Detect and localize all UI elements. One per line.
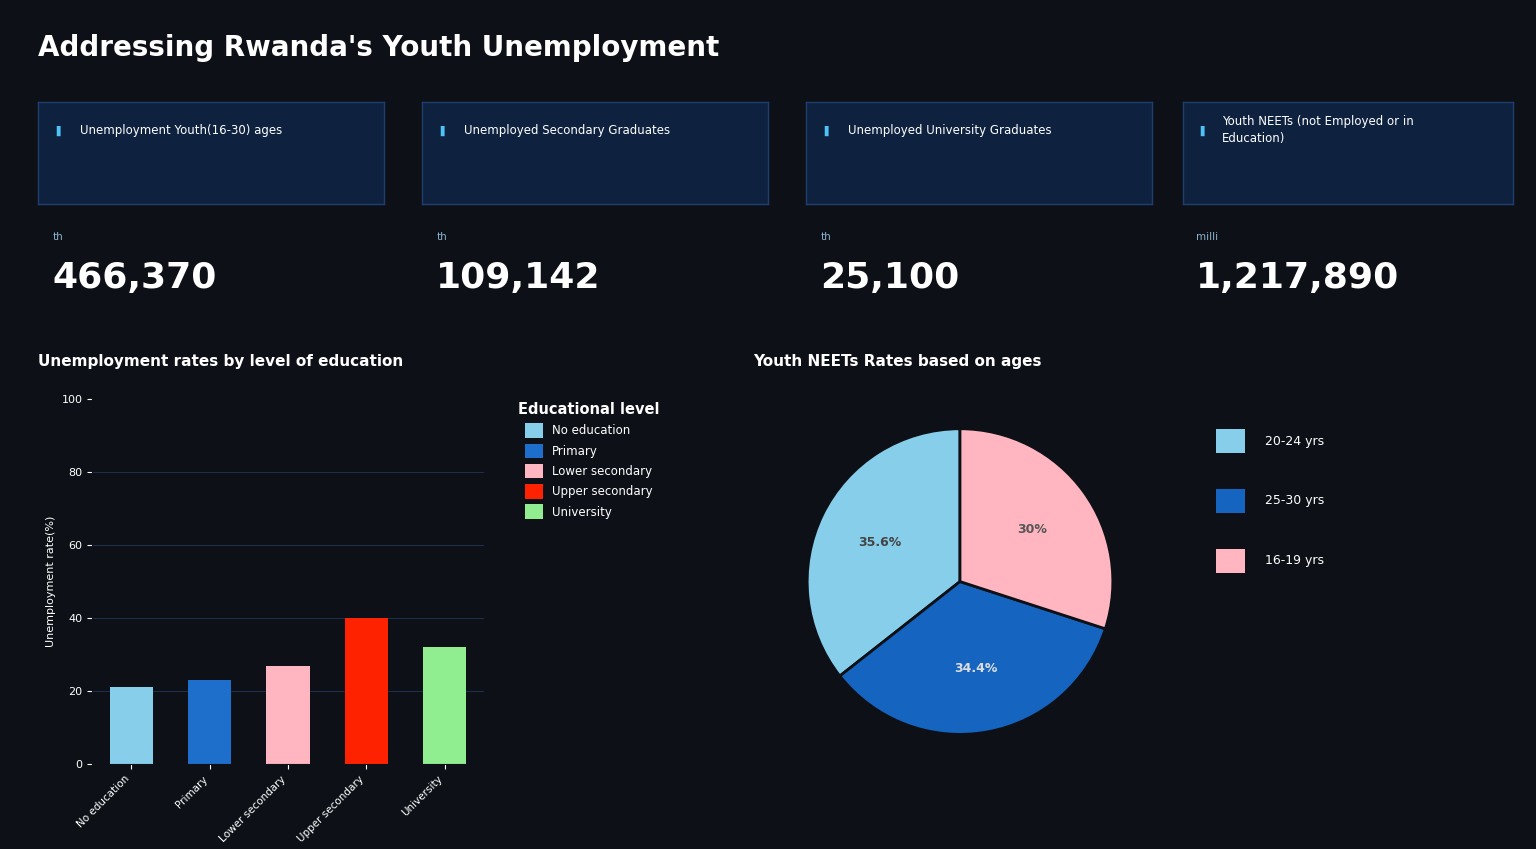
Text: ▐: ▐ — [52, 126, 60, 136]
Text: 1,217,890: 1,217,890 — [1197, 261, 1399, 295]
Text: th: th — [436, 232, 447, 242]
Wedge shape — [808, 429, 960, 676]
Text: 25-30 yrs: 25-30 yrs — [1264, 494, 1324, 508]
Text: ▐: ▐ — [1197, 126, 1203, 136]
Wedge shape — [840, 582, 1106, 734]
Text: ▐: ▐ — [820, 126, 828, 136]
Y-axis label: Unemployment rate(%): Unemployment rate(%) — [46, 516, 55, 647]
Text: 20-24 yrs: 20-24 yrs — [1264, 435, 1324, 447]
Text: 35.6%: 35.6% — [859, 537, 902, 549]
Text: Youth NEETs Rates based on ages: Youth NEETs Rates based on ages — [753, 354, 1041, 369]
Text: 34.4%: 34.4% — [954, 662, 997, 675]
Bar — [189, 680, 232, 764]
Legend: No education, Primary, Lower secondary, Upper secondary, University: No education, Primary, Lower secondary, … — [513, 397, 664, 524]
Bar — [344, 618, 387, 764]
Text: 16-19 yrs: 16-19 yrs — [1264, 554, 1324, 567]
Text: ▐: ▐ — [436, 126, 444, 136]
Text: 466,370: 466,370 — [52, 261, 217, 295]
Bar — [422, 647, 465, 764]
FancyBboxPatch shape — [1217, 489, 1244, 513]
Text: milli: milli — [1197, 232, 1218, 242]
Text: Unemployment rates by level of education: Unemployment rates by level of education — [38, 354, 404, 369]
Bar — [266, 666, 310, 764]
Text: Unemployed University Graduates: Unemployed University Graduates — [848, 124, 1052, 137]
Text: 30%: 30% — [1017, 523, 1046, 536]
Text: th: th — [820, 232, 831, 242]
Text: th: th — [52, 232, 63, 242]
FancyBboxPatch shape — [1217, 548, 1244, 573]
Text: 25,100: 25,100 — [820, 261, 960, 295]
Text: Unemployment Youth(16-30) ages: Unemployment Youth(16-30) ages — [80, 124, 283, 137]
Text: Addressing Rwanda's Youth Unemployment: Addressing Rwanda's Youth Unemployment — [38, 34, 720, 62]
Text: Unemployed Secondary Graduates: Unemployed Secondary Graduates — [464, 124, 670, 137]
Bar — [111, 688, 154, 764]
Wedge shape — [960, 429, 1112, 629]
FancyBboxPatch shape — [1217, 429, 1244, 453]
Text: Youth NEETs (not Employed or in
Education): Youth NEETs (not Employed or in Educatio… — [1223, 115, 1415, 145]
Text: 109,142: 109,142 — [436, 261, 601, 295]
